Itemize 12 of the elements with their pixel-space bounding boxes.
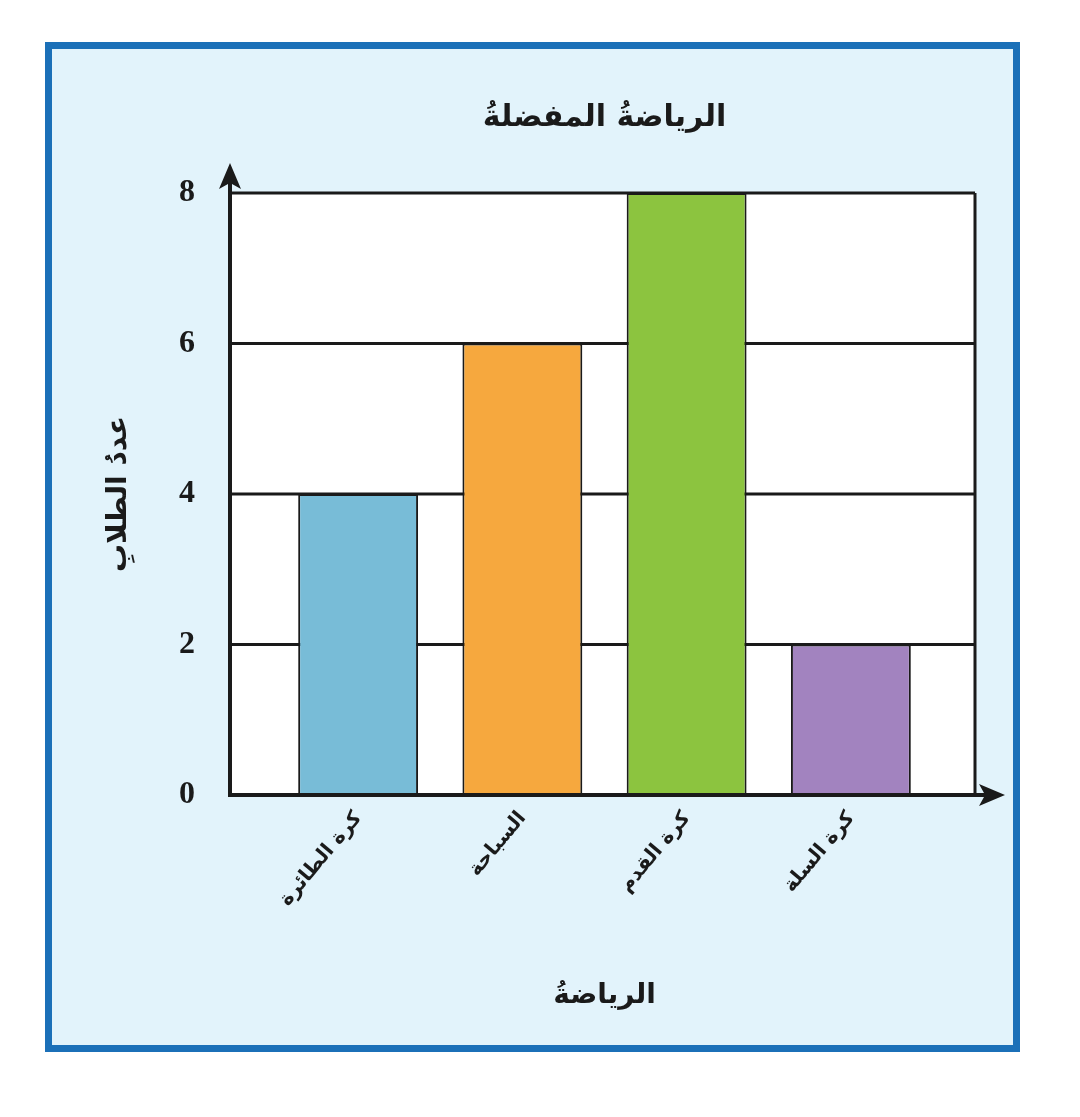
y-tick-label: 2 (179, 623, 195, 660)
x-tick-label: السباحة (462, 805, 531, 881)
y-tick-label: 6 (179, 322, 195, 359)
x-tick-label: كرة السلة (777, 805, 859, 897)
x-axis-title: الرياضةُ (553, 977, 656, 1011)
x-tick-label: كرة القدم (613, 805, 695, 897)
y-tick-label: 4 (179, 473, 195, 510)
y-tick-label: 8 (179, 172, 195, 209)
y-tick-label: 0 (179, 774, 195, 811)
x-tick-label: كرة الطائرة (273, 805, 367, 911)
y-axis-title: عددُ الطلابِ (100, 415, 136, 573)
chart-title: الرياضةُ المفضلةُ (482, 97, 727, 133)
